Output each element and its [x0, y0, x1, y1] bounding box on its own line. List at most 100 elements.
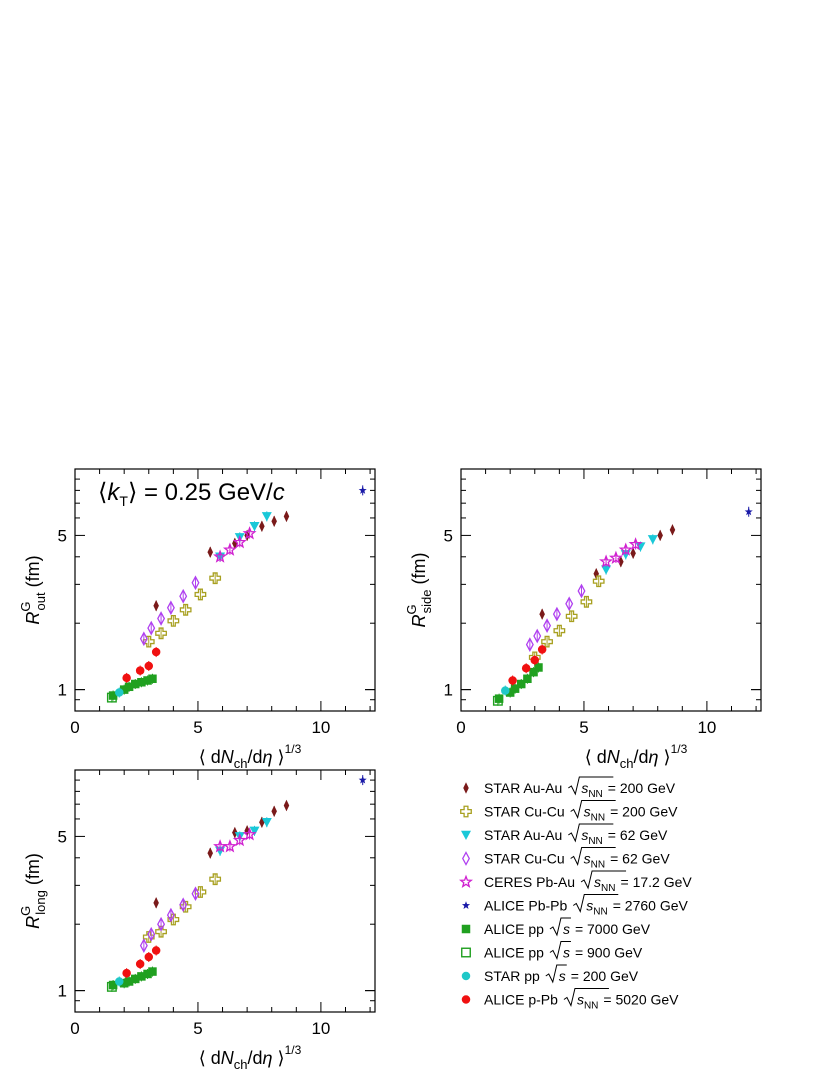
legend-item-alice_ppb: ALICE p-Pb sNN = 5020 GeV: [461, 988, 679, 1012]
series-alice_pp_900: [106, 981, 117, 992]
legend-marker: [461, 924, 471, 934]
data-point: [130, 679, 140, 689]
data-point: [191, 886, 200, 902]
x-tick-label: 10: [311, 1019, 330, 1038]
data-point: [501, 686, 510, 695]
data-point: [580, 595, 593, 608]
data-point: [744, 507, 753, 516]
series-star_cucu_200: [142, 572, 222, 648]
data-point: [553, 624, 566, 637]
data-point: [601, 565, 612, 575]
data-point: [232, 826, 238, 839]
sqrt-sign: [563, 988, 609, 1007]
legend-marker: [460, 805, 472, 818]
data-point: [657, 529, 663, 542]
data-point: [669, 524, 676, 536]
data-point: [144, 661, 154, 671]
x-axis-title: ⟨ dNch/dη ⟩1/3: [199, 1043, 302, 1072]
data-point: [618, 542, 633, 556]
sqrt-sign: [549, 941, 571, 960]
data-point: [166, 907, 175, 923]
plot-frame: [74, 468, 376, 712]
data-point: [106, 981, 117, 992]
legend-marker: [461, 947, 471, 958]
data-point: [599, 554, 614, 568]
data-point: [194, 588, 207, 601]
data-point: [209, 873, 222, 886]
legend-label: ALICE pp: [484, 945, 544, 961]
legend-item-alice_pp_7000: ALICE pp s = 7000 GeV: [461, 917, 651, 937]
legend-marker: [462, 851, 470, 866]
series-alice_ppb: [122, 647, 161, 683]
legend-marker: [461, 830, 471, 840]
legend-marker: [459, 874, 473, 888]
data-point: [593, 568, 599, 580]
data-point: [108, 980, 118, 990]
legend-energy: = 200 GeV: [571, 968, 639, 984]
sqrt-variable: sNN: [581, 780, 602, 800]
data-point: [608, 550, 623, 564]
y-axis-title: RGlong (fm): [18, 853, 48, 929]
data-point: [148, 967, 157, 976]
data-point: [249, 522, 260, 532]
series-alice_ppb: [122, 945, 161, 979]
series-star_pp_200: [115, 976, 124, 987]
legend-item-star_auau_200: STAR Au-Au sNN = 200 GeV: [463, 776, 676, 800]
data-point: [108, 691, 118, 700]
sqrt-sign: [572, 894, 619, 913]
series-alice_pbpb: [358, 485, 367, 496]
sqrt-variable: s: [563, 945, 570, 961]
sqrt-sign: [570, 847, 616, 866]
data-point: [530, 655, 540, 665]
series-star_pp_200: [501, 685, 510, 696]
series-alice_pp_7000: [108, 673, 157, 701]
x-axis-title: ⟨ dNch/dη ⟩1/3: [199, 742, 302, 771]
data-point: [143, 969, 152, 979]
x-tick-label: 10: [697, 718, 716, 737]
data-point: [259, 520, 265, 533]
data-point: [147, 620, 156, 636]
data-point: [510, 684, 520, 693]
series-alice_pp_900: [106, 692, 117, 703]
y-tick-label: 1: [58, 681, 67, 700]
data-point: [539, 608, 545, 620]
data-point: [537, 645, 547, 654]
sqrt-sign: [570, 800, 616, 819]
y-axis-label: RGside (fm): [404, 553, 434, 628]
series-ceres_pbau: [213, 827, 257, 853]
x-tick-label: 5: [579, 718, 588, 737]
data-point: [222, 839, 237, 853]
data-point: [525, 637, 534, 652]
data-point: [242, 827, 257, 841]
data-point: [124, 682, 134, 692]
data-point: [529, 667, 538, 677]
data-point: [358, 486, 367, 494]
sqrt-sign: [568, 823, 614, 843]
legend-energy: = 200 GeV: [610, 804, 678, 820]
x-tick-label: 5: [193, 1019, 202, 1038]
data-point: [157, 611, 166, 626]
sqrt-variable: sNN: [594, 874, 615, 894]
data-point: [119, 978, 129, 988]
x-tick-label: 0: [70, 1019, 79, 1038]
series-alice_pp_7000: [494, 662, 543, 704]
data-point: [358, 775, 367, 784]
sqrt-variable: sNN: [584, 851, 605, 871]
series-alice_pp_7000: [108, 966, 157, 991]
x-tick-label: 0: [456, 718, 465, 737]
data-point: [630, 547, 636, 560]
sqrt-variable: sNN: [577, 992, 598, 1012]
legend-energy: = 200 GeV: [608, 780, 676, 796]
data-point: [647, 535, 658, 545]
sqrt-variable: s: [559, 968, 566, 984]
data-point: [213, 549, 228, 563]
data-point: [122, 673, 131, 683]
data-point: [191, 575, 200, 591]
data-point: [137, 972, 146, 981]
data-point: [148, 674, 157, 684]
data-point: [283, 799, 290, 812]
data-point: [565, 596, 574, 612]
data-point: [271, 805, 277, 818]
